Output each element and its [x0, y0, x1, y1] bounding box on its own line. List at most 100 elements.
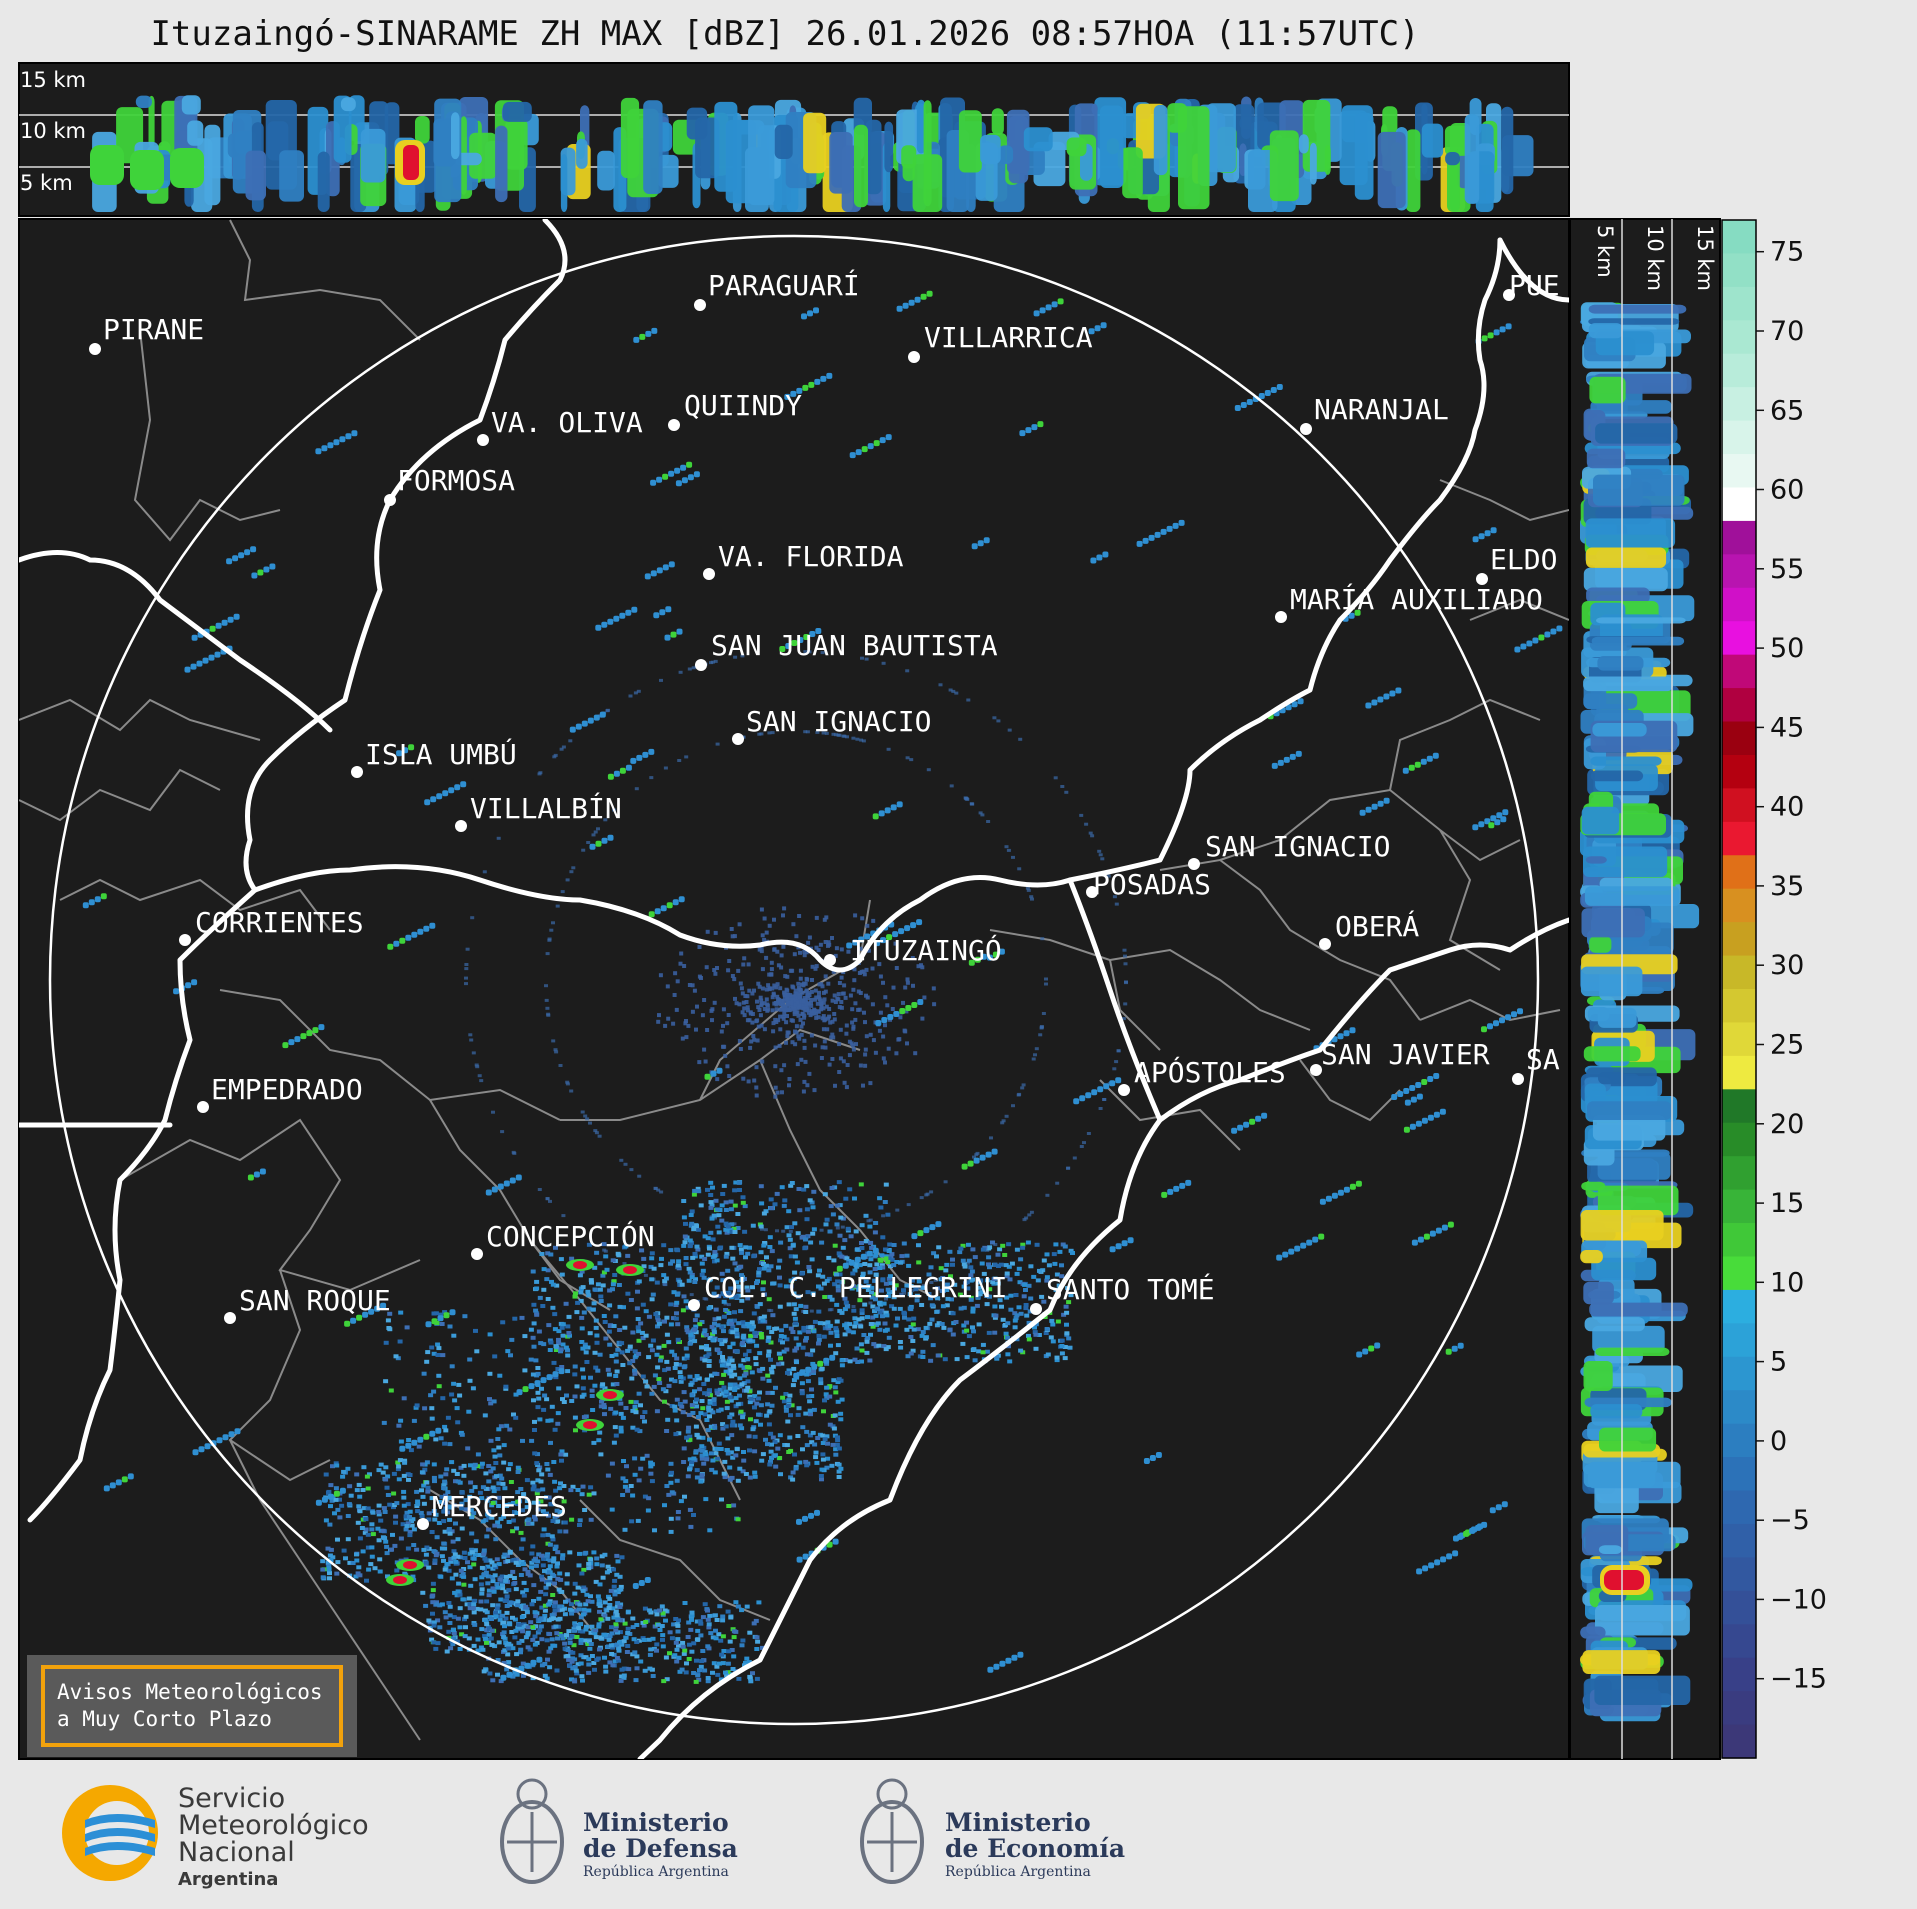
smn-line1: Servicio: [178, 1783, 286, 1814]
radar-range-ring: [48, 234, 1540, 1726]
colorbar-tick: 45: [1756, 712, 1804, 743]
colorbar-tick-label: 45: [1770, 712, 1804, 743]
city-label: MARÍA AUXILIADO: [1290, 582, 1543, 616]
city-dot: [824, 954, 836, 966]
city-marker: VILLARRICA: [908, 321, 1093, 363]
colorbar-tick: 55: [1756, 554, 1804, 585]
economia-logo-text: Ministerio de Economía República Argenti…: [945, 1810, 1125, 1882]
colorbar-tick: 65: [1756, 395, 1804, 426]
city-marker: PARAGUARÍ: [694, 268, 860, 311]
city-dot: [1310, 1064, 1322, 1076]
city-dot: [351, 766, 363, 778]
colorbar-tick: 70: [1756, 316, 1804, 347]
city-dot: [471, 1248, 483, 1260]
colorbar-tick-label: 65: [1770, 395, 1804, 426]
colorbar-tick: −10: [1756, 1584, 1827, 1615]
city-dot: [384, 494, 396, 506]
city-dot: [1300, 423, 1312, 435]
city-marker: MARÍA AUXILIADO: [1275, 582, 1543, 623]
colorbar-tick-label: 50: [1770, 633, 1804, 664]
colorbar-tick: 10: [1756, 1267, 1804, 1298]
coat-of-arms-economia-icon: [860, 1778, 924, 1884]
colorbar-tick: 60: [1756, 475, 1804, 506]
side-label-5km: 5 km: [1593, 225, 1617, 278]
city-label: COL. C. PELLEGRINI: [704, 1271, 1007, 1304]
city-label: SAN JUAN BAUTISTA: [711, 629, 998, 662]
city-marker: PIRANE: [89, 313, 204, 355]
footer-logos: Servicio Meteorológico Nacional Argentin…: [0, 1760, 1917, 1909]
smn-line3: Nacional: [178, 1837, 295, 1868]
city-marker: VA. OLIVA: [477, 406, 643, 446]
city-label: PARAGUARÍ: [708, 268, 860, 302]
side-label-15km: 15 km: [1693, 225, 1717, 291]
city-marker: EMPEDRADO: [197, 1073, 363, 1113]
city-dot: [703, 568, 715, 580]
colorbar-tick-label: −5: [1770, 1505, 1810, 1536]
rivers-and-borders: [19, 219, 1569, 1759]
colorbar-tick-label: 55: [1770, 554, 1804, 585]
city-marker: OBERÁ: [1319, 909, 1419, 950]
city-marker: NARANJAL: [1300, 393, 1449, 435]
city-dot: [668, 419, 680, 431]
colorbar-tick-label: 35: [1770, 871, 1804, 902]
city-marker: SANTO TOMÉ: [1030, 1272, 1215, 1315]
map-title: Ituzaingó-SINARAME ZH MAX [dBZ] 26.01.20…: [150, 14, 1420, 54]
city-marker: ISLA UMBÚ: [351, 737, 517, 778]
city-marker: VILLALBÍN: [455, 791, 622, 832]
colorbar-tick-label: −15: [1770, 1664, 1827, 1695]
top-label-10km: 10 km: [20, 119, 86, 143]
city-dot: [179, 934, 191, 946]
side-cross-section-echoes: [1580, 302, 1700, 1722]
smn-logo-text: Servicio Meteorológico Nacional Argentin…: [178, 1785, 369, 1893]
economia-line2: de Economía: [945, 1834, 1126, 1863]
city-dot: [1086, 886, 1098, 898]
city-label: MERCEDES: [432, 1490, 567, 1523]
city-label: CONCEPCIÓN: [486, 1219, 655, 1253]
top-cross-section-echoes: [90, 95, 1534, 212]
city-label: VILLARRICA: [924, 321, 1093, 354]
city-label: QUIINDY: [684, 389, 802, 422]
colorbar-tick: 75: [1756, 237, 1804, 268]
economia-line1: Ministerio: [945, 1808, 1091, 1837]
city-label: ISLA UMBÚ: [365, 737, 517, 771]
defensa-line2: de Defensa: [583, 1834, 738, 1863]
admin-borders: [19, 219, 1569, 1741]
city-dot: [1512, 1073, 1524, 1085]
city-label: NARANJAL: [1314, 393, 1449, 426]
colorbar-tick-label: 10: [1770, 1267, 1804, 1298]
city-label: APÓSTOLES: [1134, 1055, 1286, 1089]
colorbar-tick: 20: [1756, 1109, 1804, 1140]
city-dot: [908, 351, 920, 363]
colorbar-tick: 5: [1756, 1347, 1787, 1378]
reflectivity-echoes: [82, 290, 1563, 1684]
aviso-box[interactable]: Avisos Meteorológicos a Muy Corto Plazo: [27, 1655, 357, 1757]
city-label: VA. FLORIDA: [718, 540, 904, 573]
city-label: PIRANE: [103, 313, 204, 346]
city-dot: [1030, 1303, 1042, 1315]
city-label: VILLALBÍN: [470, 791, 622, 825]
side-label-10km: 10 km: [1643, 225, 1667, 291]
colorbar-tick-label: 15: [1770, 1188, 1804, 1219]
city-marker: CONCEPCIÓN: [471, 1219, 655, 1260]
top-label-5km: 5 km: [20, 171, 73, 195]
city-marker: SAN JUAN BAUTISTA: [695, 629, 998, 671]
colorbar-tick: 35: [1756, 871, 1804, 902]
colorbar-tick: −5: [1756, 1505, 1810, 1536]
city-label: SAN IGNACIO: [1205, 830, 1390, 863]
city-dot: [89, 343, 101, 355]
city-dot: [695, 659, 707, 671]
colorbar-tick-label: 5: [1770, 1347, 1787, 1378]
economia-line3: República Argentina: [945, 1864, 1091, 1880]
city-label: POSADAS: [1093, 868, 1211, 901]
city-label: CORRIENTES: [195, 906, 364, 939]
colorbar-tick-label: 70: [1770, 316, 1804, 347]
smn-line4: Argentina: [178, 1869, 279, 1890]
colorbar-tick: 30: [1756, 950, 1804, 981]
city-marker: FORMOSA: [384, 464, 515, 506]
colorbar-tick: 40: [1756, 792, 1804, 823]
city-marker: QUIINDY: [668, 389, 802, 431]
city-marker: POSADAS: [1086, 868, 1211, 901]
city-dot: [1275, 611, 1287, 623]
